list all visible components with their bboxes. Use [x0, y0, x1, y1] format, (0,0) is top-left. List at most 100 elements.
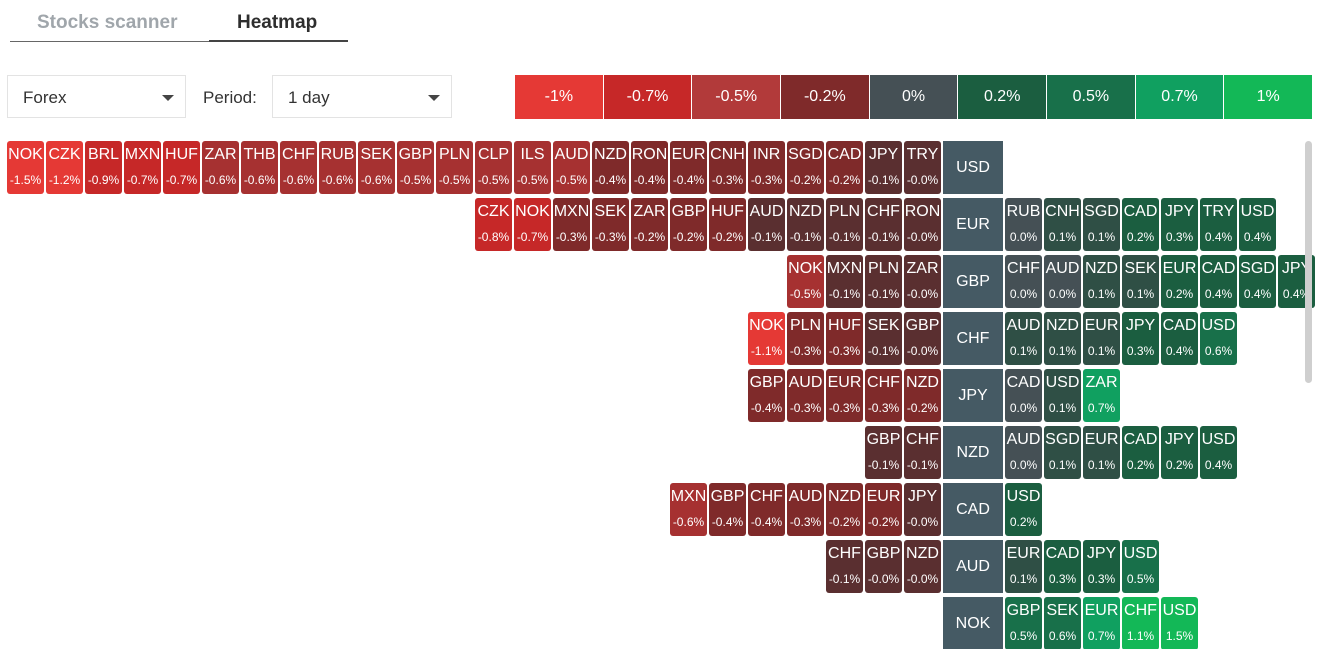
heatmap-tile[interactable]: USD 1.5%	[1161, 597, 1198, 649]
heatmap-tile[interactable]: NZD -0.1%	[787, 198, 824, 251]
base-currency-usd[interactable]: USD	[943, 141, 1003, 194]
heatmap-tile[interactable]: GBP -0.2%	[670, 198, 707, 251]
heatmap-tile[interactable]: EUR 0.2%	[1161, 255, 1198, 308]
heatmap-tile[interactable]: MXN -0.6%	[670, 483, 707, 536]
heatmap-tile[interactable]: PLN -0.1%	[826, 198, 863, 251]
heatmap-tile[interactable]: USD 0.2%	[1005, 483, 1042, 536]
heatmap-tile[interactable]: CHF -0.1%	[904, 426, 941, 479]
heatmap-tile[interactable]: HUF -0.2%	[709, 198, 746, 251]
heatmap-tile[interactable]: NZD -0.2%	[826, 483, 863, 536]
heatmap-tile[interactable]: CHF 1.1%	[1122, 597, 1159, 649]
heatmap-tile[interactable]: MXN -0.3%	[553, 198, 590, 251]
tab-stocks-scanner[interactable]: Stocks scanner	[37, 12, 178, 33]
heatmap-tile[interactable]: THB -0.6%	[241, 141, 278, 194]
heatmap-tile[interactable]: PLN -0.5%	[436, 141, 473, 194]
market-select[interactable]: Forex	[7, 75, 186, 118]
scrollbar[interactable]	[1305, 141, 1312, 383]
heatmap-tile[interactable]: ZAR -0.0%	[904, 255, 941, 308]
heatmap-tile[interactable]: AUD -0.1%	[748, 198, 785, 251]
base-currency-chf[interactable]: CHF	[943, 312, 1003, 365]
heatmap-tile[interactable]: SEK -0.6%	[358, 141, 395, 194]
period-select[interactable]: 1 day	[272, 75, 452, 118]
heatmap-tile[interactable]: TRY -0.0%	[904, 141, 941, 194]
heatmap-tile[interactable]: CNH -0.3%	[709, 141, 746, 194]
heatmap-tile[interactable]: MXN -0.7%	[124, 141, 161, 194]
base-currency-jpy[interactable]: JPY	[943, 369, 1003, 422]
heatmap-tile[interactable]: JPY 0.3%	[1161, 198, 1198, 251]
heatmap-tile[interactable]: SGD 0.4%	[1239, 255, 1276, 308]
heatmap-tile[interactable]: AUD -0.3%	[787, 483, 824, 536]
heatmap-tile[interactable]: JPY -0.0%	[904, 483, 941, 536]
heatmap-tile[interactable]: CHF 0.0%	[1005, 255, 1042, 308]
heatmap-tile[interactable]: AUD -0.3%	[787, 369, 824, 422]
heatmap-tile[interactable]: CAD -0.2%	[826, 141, 863, 194]
heatmap-tile[interactable]: GBP -0.1%	[865, 426, 902, 479]
heatmap-tile[interactable]: RON -0.4%	[631, 141, 668, 194]
heatmap-tile[interactable]: AUD 0.0%	[1044, 255, 1081, 308]
heatmap-tile[interactable]: ZAR 0.7%	[1083, 369, 1120, 422]
heatmap-tile[interactable]: CLP -0.5%	[475, 141, 512, 194]
heatmap-tile[interactable]: CHF -0.1%	[865, 198, 902, 251]
heatmap-tile[interactable]: TRY 0.4%	[1200, 198, 1237, 251]
base-currency-nok[interactable]: NOK	[943, 597, 1003, 649]
heatmap-tile[interactable]: JPY 0.2%	[1161, 426, 1198, 479]
heatmap-tile[interactable]: RUB 0.0%	[1005, 198, 1042, 251]
heatmap-tile[interactable]: INR -0.3%	[748, 141, 785, 194]
heatmap-tile[interactable]: SEK 0.6%	[1044, 597, 1081, 649]
heatmap-tile[interactable]: SGD 0.1%	[1083, 198, 1120, 251]
heatmap-tile[interactable]: AUD 0.0%	[1005, 426, 1042, 479]
heatmap-tile[interactable]: EUR -0.2%	[865, 483, 902, 536]
heatmap-tile[interactable]: JPY 0.3%	[1122, 312, 1159, 365]
heatmap-tile[interactable]: ZAR -0.6%	[202, 141, 239, 194]
heatmap-tile[interactable]: PLN -0.3%	[787, 312, 824, 365]
base-currency-nzd[interactable]: NZD	[943, 426, 1003, 479]
heatmap-tile[interactable]: CAD 0.0%	[1005, 369, 1042, 422]
tab-heatmap[interactable]: Heatmap	[237, 12, 318, 33]
heatmap-tile[interactable]: SEK -0.3%	[592, 198, 629, 251]
heatmap-tile[interactable]: JPY 0.3%	[1083, 540, 1120, 593]
heatmap-tile[interactable]: NZD -0.0%	[904, 540, 941, 593]
heatmap-tile[interactable]: JPY -0.1%	[865, 141, 902, 194]
heatmap-tile[interactable]: CHF -0.1%	[826, 540, 863, 593]
heatmap-tile[interactable]: NZD -0.4%	[592, 141, 629, 194]
heatmap-tile[interactable]: USD 0.1%	[1044, 369, 1081, 422]
heatmap-tile[interactable]: NOK -1.1%	[748, 312, 785, 365]
heatmap-tile[interactable]: USD 0.4%	[1239, 198, 1276, 251]
heatmap-tile[interactable]: NOK -0.7%	[514, 198, 551, 251]
heatmap-tile[interactable]: GBP 0.5%	[1005, 597, 1042, 649]
heatmap-tile[interactable]: SGD -0.2%	[787, 141, 824, 194]
heatmap-tile[interactable]: CHF -0.6%	[280, 141, 317, 194]
heatmap-tile[interactable]: NZD 0.1%	[1044, 312, 1081, 365]
heatmap-tile[interactable]: GBP -0.4%	[709, 483, 746, 536]
heatmap-tile[interactable]: USD 0.6%	[1200, 312, 1237, 365]
base-currency-cad[interactable]: CAD	[943, 483, 1003, 536]
heatmap-tile[interactable]: RON -0.0%	[904, 198, 941, 251]
base-currency-aud[interactable]: AUD	[943, 540, 1003, 593]
heatmap-tile[interactable]: CAD 0.2%	[1122, 426, 1159, 479]
heatmap-tile[interactable]: ZAR -0.2%	[631, 198, 668, 251]
heatmap-tile[interactable]: EUR -0.3%	[826, 369, 863, 422]
heatmap-tile[interactable]: SEK -0.1%	[865, 312, 902, 365]
heatmap-tile[interactable]: BRL -0.9%	[85, 141, 122, 194]
heatmap-tile[interactable]: CAD 0.2%	[1122, 198, 1159, 251]
heatmap-tile[interactable]: NZD -0.2%	[904, 369, 941, 422]
heatmap-tile[interactable]: GBP -0.4%	[748, 369, 785, 422]
heatmap-tile[interactable]: CZK -1.2%	[46, 141, 83, 194]
heatmap-tile[interactable]: CNH 0.1%	[1044, 198, 1081, 251]
heatmap-tile[interactable]: GBP -0.5%	[397, 141, 434, 194]
base-currency-gbp[interactable]: GBP	[943, 255, 1003, 308]
heatmap-tile[interactable]: GBP -0.0%	[865, 540, 902, 593]
heatmap-tile[interactable]: ILS -0.5%	[514, 141, 551, 194]
heatmap-tile[interactable]: CHF -0.4%	[748, 483, 785, 536]
heatmap-tile[interactable]: NZD 0.1%	[1083, 255, 1120, 308]
heatmap-tile[interactable]: CHF -0.3%	[865, 369, 902, 422]
heatmap-tile[interactable]: EUR 0.1%	[1083, 426, 1120, 479]
heatmap-tile[interactable]: SEK 0.1%	[1122, 255, 1159, 308]
heatmap-tile[interactable]: CAD 0.3%	[1044, 540, 1081, 593]
heatmap-tile[interactable]: CAD 0.4%	[1161, 312, 1198, 365]
heatmap-tile[interactable]: EUR -0.4%	[670, 141, 707, 194]
heatmap-tile[interactable]: USD 0.5%	[1122, 540, 1159, 593]
heatmap-tile[interactable]: EUR 0.1%	[1005, 540, 1042, 593]
heatmap-tile[interactable]: HUF -0.7%	[163, 141, 200, 194]
heatmap-tile[interactable]: EUR 0.1%	[1083, 312, 1120, 365]
